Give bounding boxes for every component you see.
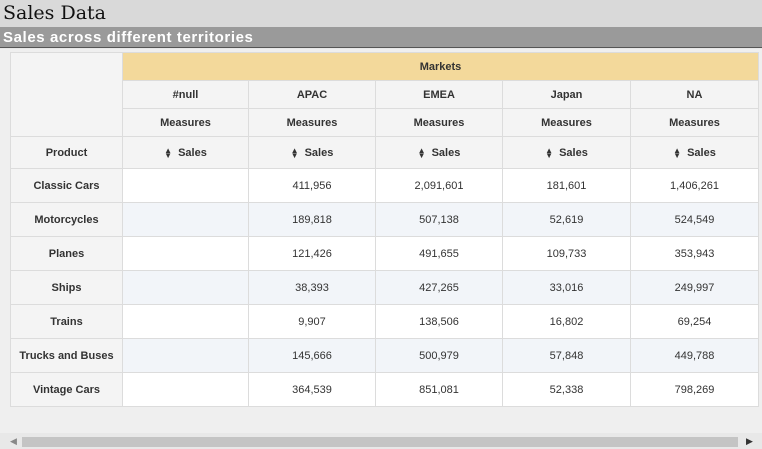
row-label: Planes (10, 236, 123, 271)
sort-icon[interactable]: ▲ ▼ (673, 145, 682, 160)
measures-label: Measures (375, 108, 503, 137)
measures-label: Measures (248, 108, 376, 137)
sort-sales-header[interactable]: ▲ ▼ Sales (248, 136, 376, 169)
column-header-apac: APAC (248, 80, 376, 109)
table-cell: 798,269 (630, 372, 759, 407)
table-cell: 16,802 (502, 304, 631, 339)
sort-icon[interactable]: ▲ ▼ (290, 145, 299, 160)
table-cell: 33,016 (502, 270, 631, 305)
measures-label: Measures (502, 108, 631, 137)
row-label: Trains (10, 304, 123, 339)
page-title: Sales Data (0, 0, 762, 27)
sort-icon[interactable]: ▲ ▼ (164, 145, 173, 160)
pivot-table: Markets #null APAC EMEA Japan NA Measure… (10, 52, 759, 407)
sales-label: Sales (178, 146, 207, 159)
pivot-corner (10, 52, 123, 137)
table-row: Vintage Cars 364,539 851,081 52,338 798,269 (10, 372, 759, 407)
column-header-na: NA (630, 80, 759, 109)
row-label: Ships (10, 270, 123, 305)
sort-icon[interactable]: ▲ ▼ (545, 145, 554, 160)
table-cell: 52,338 (502, 372, 631, 407)
table-cell: 449,788 (630, 338, 759, 373)
sort-sales-header[interactable]: ▲ ▼ Sales (502, 136, 631, 169)
table-row: Classic Cars 411,956 2,091,601 181,601 1,406… (10, 168, 759, 203)
table-cell (122, 236, 249, 271)
table-row: Motorcycles 189,818 507,138 52,619 524,549 (10, 202, 759, 237)
table-cell: 145,666 (248, 338, 376, 373)
measures-label: Measures (630, 108, 759, 137)
report-subtitle: Sales across different territories (0, 27, 762, 48)
table-cell (122, 270, 249, 305)
table-cell: 427,265 (375, 270, 503, 305)
column-header-japan: Japan (502, 80, 631, 109)
table-row: Ships 38,393 427,265 33,016 249,997 (10, 270, 759, 305)
table-cell (122, 338, 249, 373)
table-cell: 109,733 (502, 236, 631, 271)
table-row: Trucks and Buses 145,666 500,979 57,848 449,… (10, 338, 759, 373)
table-row: Planes 121,426 491,655 109,733 353,943 (10, 236, 759, 271)
table-cell: 189,818 (248, 202, 376, 237)
row-label: Classic Cars (10, 168, 123, 203)
table-cell: 69,254 (630, 304, 759, 339)
column-group-header: Markets (122, 52, 759, 81)
table-cell: 249,997 (630, 270, 759, 305)
table-cell: 2,091,601 (375, 168, 503, 203)
table-cell: 364,539 (248, 372, 376, 407)
arrow-right-icon[interactable]: ▶ (746, 436, 753, 446)
table-row: Trains 9,907 138,506 16,802 69,254 (10, 304, 759, 339)
sort-sales-header[interactable]: ▲ ▼ Sales (375, 136, 503, 169)
row-label: Trucks and Buses (10, 338, 123, 373)
sales-label: Sales (559, 146, 588, 159)
table-cell: 491,655 (375, 236, 503, 271)
table-cell: 411,956 (248, 168, 376, 203)
sort-sales-header[interactable]: ▲ ▼ Sales (630, 136, 759, 169)
table-cell: 507,138 (375, 202, 503, 237)
table-cell (122, 372, 249, 407)
table-cell: 38,393 (248, 270, 376, 305)
table-cell: 52,619 (502, 202, 631, 237)
pivot-body: Classic Cars 411,956 2,091,601 181,601 1,406… (10, 168, 759, 407)
sales-label: Sales (431, 146, 461, 159)
table-cell: 1,406,261 (630, 168, 759, 203)
row-label: Vintage Cars (10, 372, 123, 407)
sort-icon[interactable]: ▲ ▼ (417, 145, 426, 160)
sales-label: Sales (304, 146, 334, 159)
table-cell: 353,943 (630, 236, 759, 271)
measures-label: Measures (122, 108, 249, 137)
table-cell: 138,506 (375, 304, 503, 339)
table-cell: 851,081 (375, 372, 503, 407)
scroll-thumb[interactable] (22, 437, 738, 447)
table-cell: 121,426 (248, 236, 376, 271)
table-cell (122, 304, 249, 339)
arrow-left-icon[interactable]: ◀ (10, 436, 17, 446)
table-cell (122, 168, 249, 203)
table-cell: 500,979 (375, 338, 503, 373)
row-label: Motorcycles (10, 202, 123, 237)
table-cell: 524,549 (630, 202, 759, 237)
row-header-product: Product (10, 136, 123, 169)
table-cell: 181,601 (502, 168, 631, 203)
sales-label: Sales (687, 146, 716, 159)
table-cell: 9,907 (248, 304, 376, 339)
horizontal-scrollbar[interactable]: ◀ ▶ (0, 433, 762, 449)
sort-sales-header[interactable]: ▲ ▼ Sales (122, 136, 249, 169)
pivot-table-container: Markets #null APAC EMEA Japan NA Measure… (0, 49, 762, 433)
column-header-null: #null (122, 80, 249, 109)
table-cell: 57,848 (502, 338, 631, 373)
column-header-emea: EMEA (375, 80, 503, 109)
table-cell (122, 202, 249, 237)
